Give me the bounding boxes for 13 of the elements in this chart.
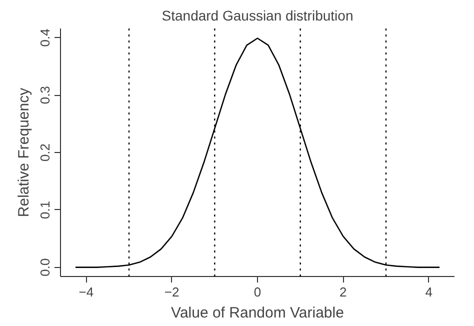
y-tick-label: 0.4: [38, 28, 52, 47]
x-axis-title: Value of Random Variable: [171, 304, 344, 322]
y-tick-label: 0.2: [38, 143, 52, 162]
x-tick-label: 0: [254, 284, 262, 300]
chart-title: Standard Gaussian distribution: [162, 8, 354, 24]
y-axis-title: Relative Frequency: [16, 87, 32, 218]
x-tick-label: −4: [78, 284, 94, 300]
y-tick-label: 0.0: [38, 258, 52, 276]
x-tick-label: −2: [164, 284, 180, 300]
y-tick-label: 0.1: [38, 200, 52, 219]
y-tick-label: 0.3: [38, 86, 52, 104]
x-tick-label: 4: [425, 284, 432, 300]
x-tick-label: 2: [340, 284, 347, 300]
